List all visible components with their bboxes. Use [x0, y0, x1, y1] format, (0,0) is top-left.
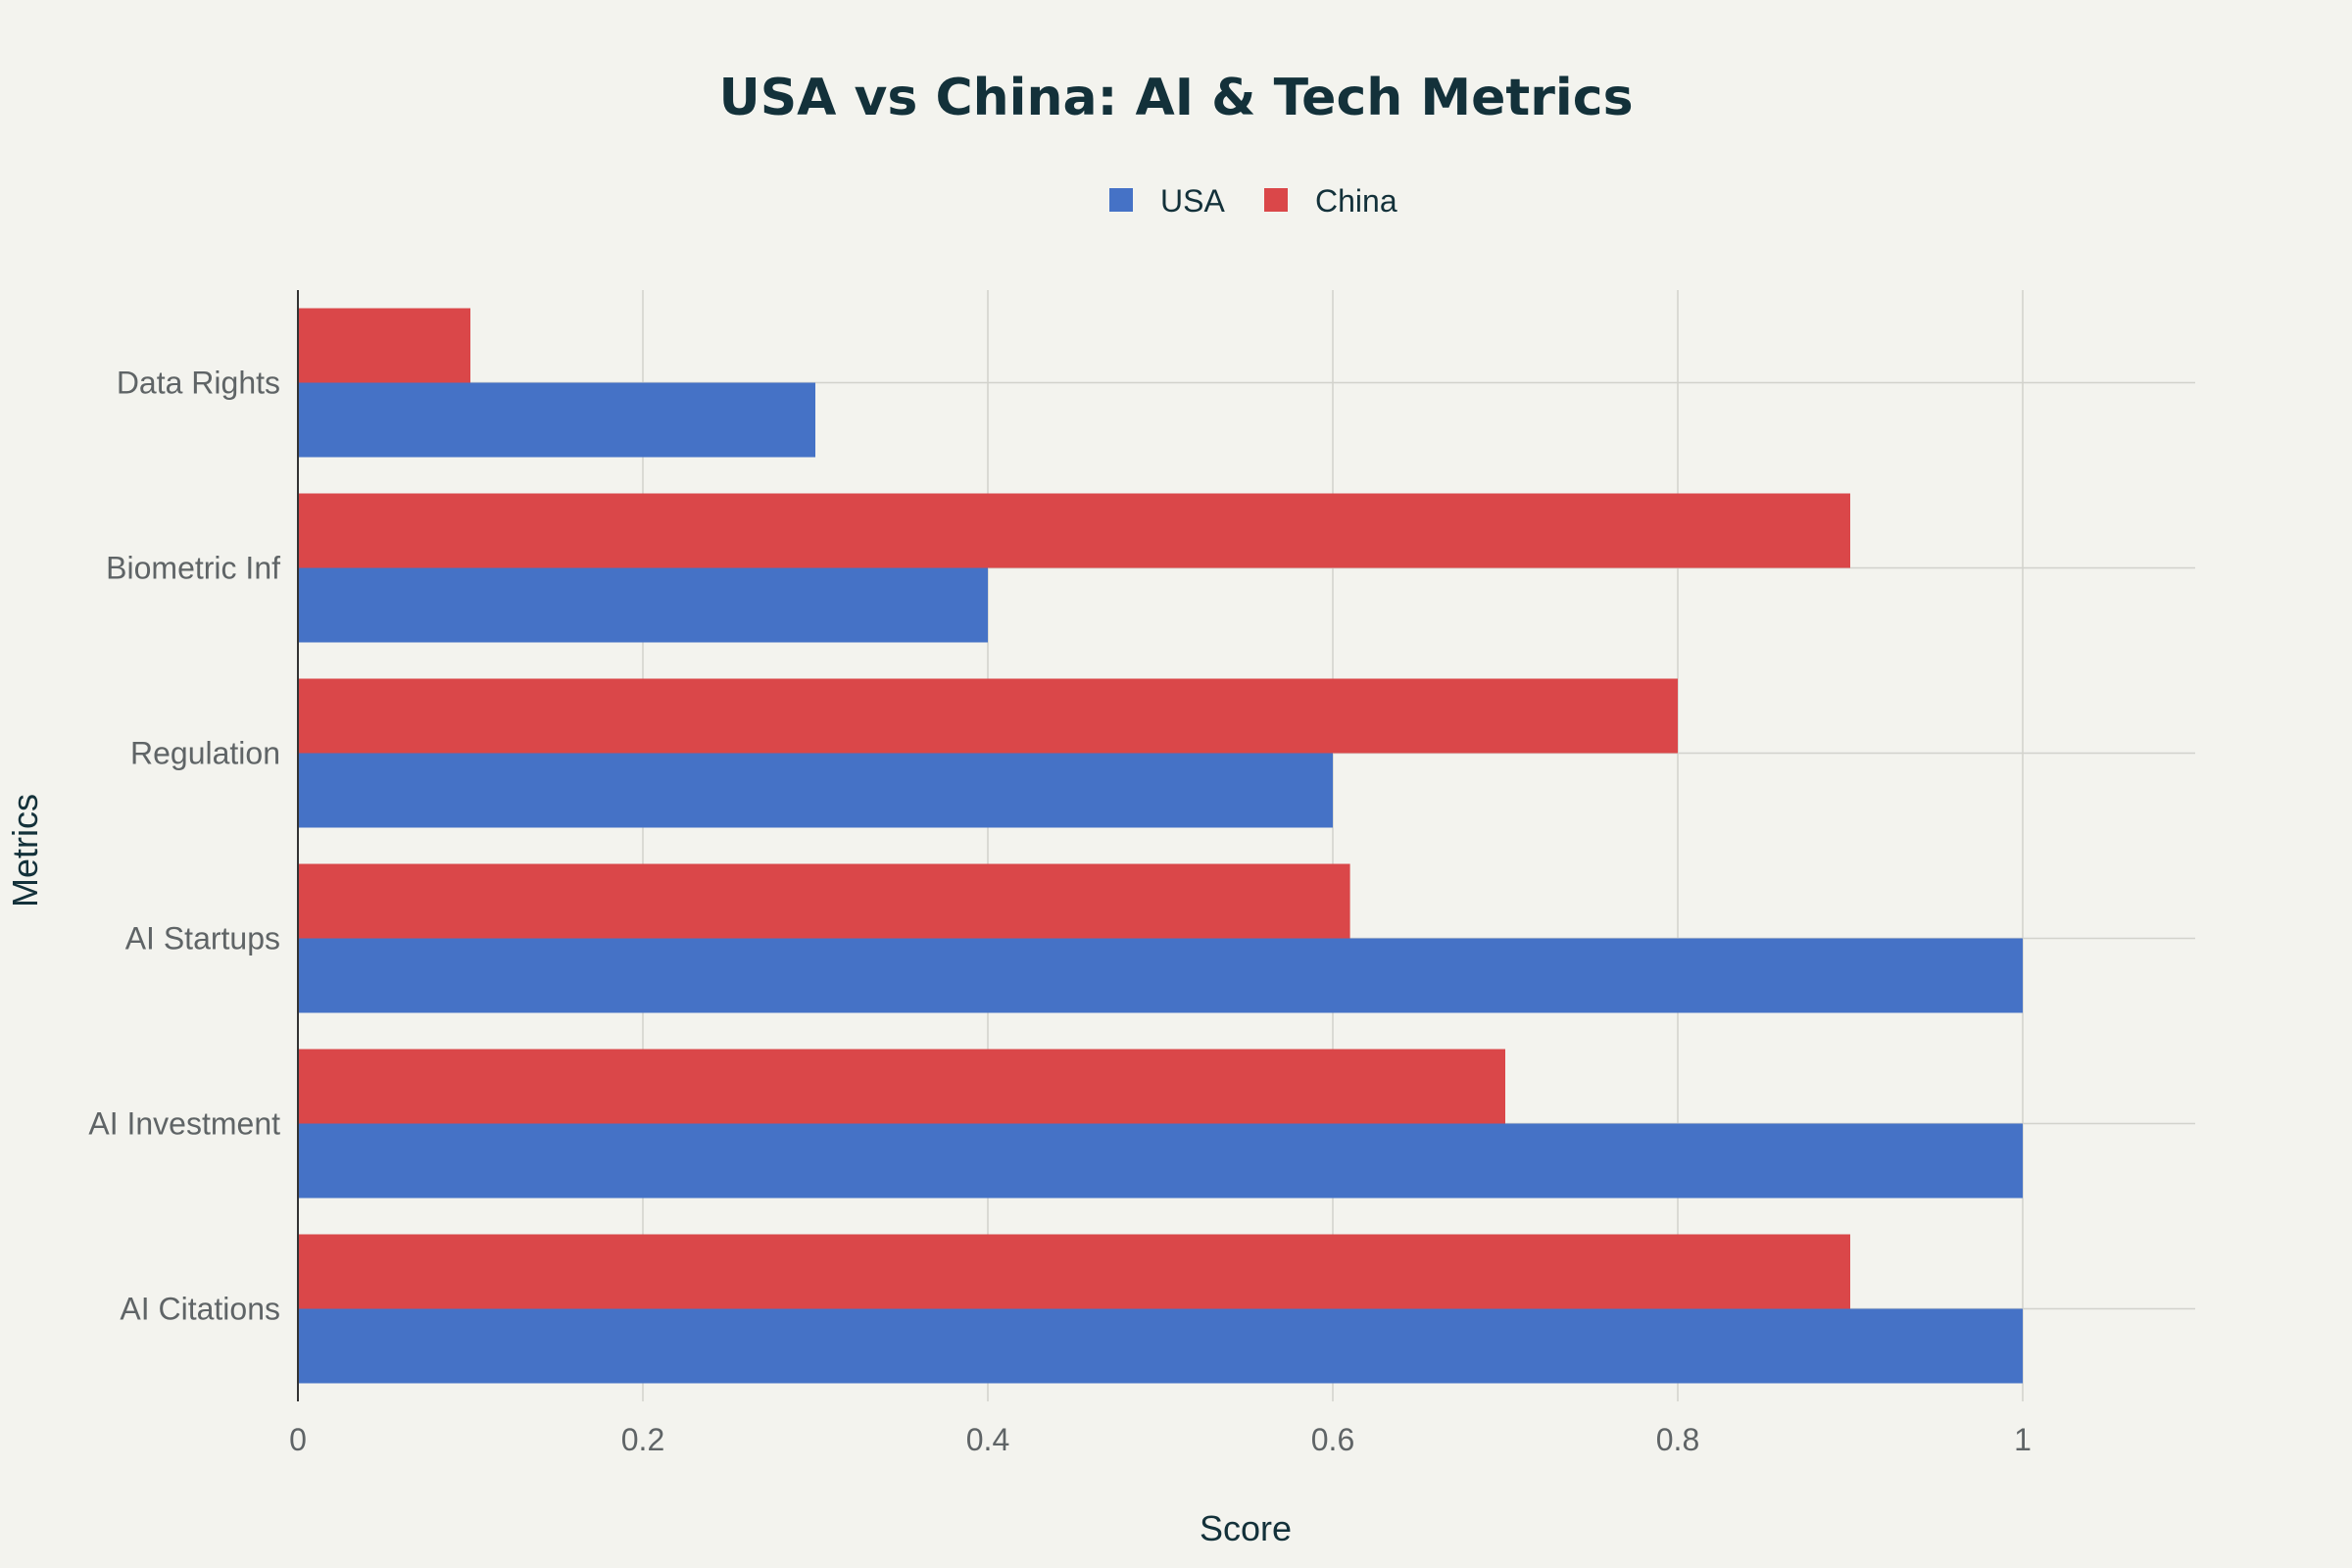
x-axis-ticks: 0 0.2 0.4 0.6 0.8 1	[289, 1422, 2032, 1457]
bar-usa-ai-startups[interactable]	[298, 939, 2023, 1013]
bar-usa-ai-investment[interactable]	[298, 1124, 2023, 1199]
bar-china-regulation[interactable]	[298, 679, 1678, 754]
y-tick-label: AI Citations	[120, 1292, 280, 1327]
legend-swatch	[1109, 188, 1133, 212]
bar-usa-regulation[interactable]	[298, 754, 1333, 828]
bar-china-ai-startups[interactable]	[298, 864, 1350, 939]
x-axis-title: Score	[1200, 1508, 1292, 1548]
bar-usa-biometric-inf[interactable]	[298, 568, 988, 643]
x-tick-label: 0.6	[1311, 1422, 1354, 1457]
y-tick-label: AI Startups	[125, 921, 280, 956]
legend-swatch	[1264, 188, 1288, 212]
y-tick-label: Regulation	[130, 736, 280, 771]
chart-title: USA vs China: AI & Tech Metrics	[718, 69, 1633, 127]
bar-usa-ai-citations[interactable]	[298, 1309, 2023, 1384]
bars	[298, 309, 2023, 1384]
bar-china-biometric-inf[interactable]	[298, 494, 1850, 568]
bar-china-ai-citations[interactable]	[298, 1235, 1850, 1309]
x-tick-label: 0.8	[1656, 1422, 1699, 1457]
x-tick-label: 1	[2014, 1422, 2032, 1457]
legend-label: USA	[1160, 183, 1225, 219]
legend-label: China	[1315, 183, 1397, 219]
y-axis-title: Metrics	[5, 794, 45, 907]
legend: USA China	[1109, 183, 1397, 219]
bar-usa-data-rights[interactable]	[298, 383, 815, 458]
y-axis-ticks: AI Citations AI Investment AI Startups Regu…	[88, 366, 280, 1327]
y-tick-label: Data Rights	[117, 366, 280, 401]
x-tick-label: 0.2	[621, 1422, 664, 1457]
bar-china-data-rights[interactable]	[298, 309, 470, 383]
x-tick-label: 0	[289, 1422, 307, 1457]
y-tick-label: Biometric Inf	[106, 551, 280, 586]
bar-china-ai-investment[interactable]	[298, 1050, 1505, 1124]
x-tick-label: 0.4	[966, 1422, 1009, 1457]
y-tick-label: AI Investment	[88, 1106, 280, 1142]
